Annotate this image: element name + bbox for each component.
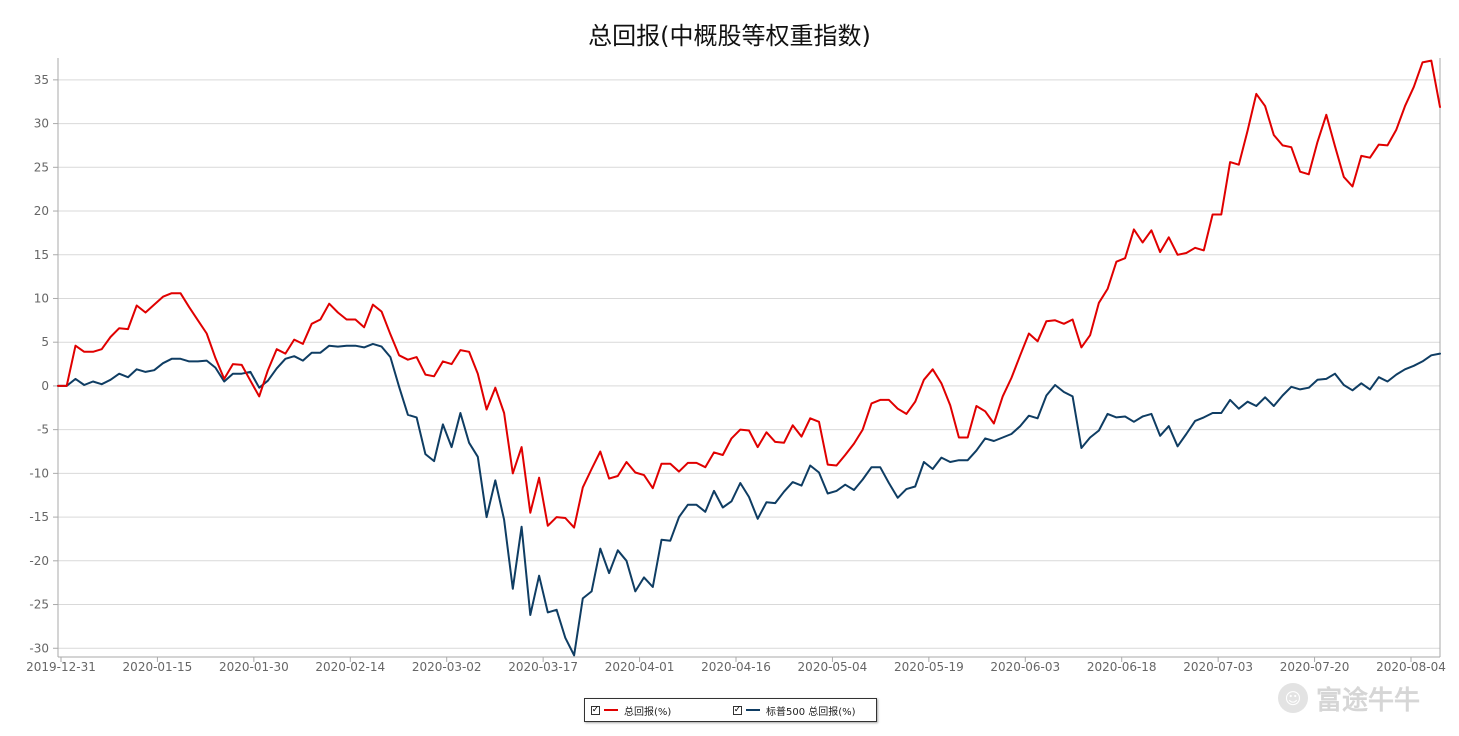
y-tick-label: 0 — [41, 379, 49, 393]
x-tick-label: 2020-01-30 — [219, 660, 289, 674]
legend-label-sp500-total-return: 标普500 总回报(%) — [766, 706, 856, 718]
legend-checkbox-total-return[interactable]: ✓ — [591, 704, 600, 715]
y-tick-label: -5 — [37, 423, 49, 437]
y-tick-label: 5 — [41, 335, 49, 349]
x-tick-label: 2020-03-02 — [412, 660, 482, 674]
x-tick-label: 2020-07-20 — [1280, 660, 1350, 674]
x-tick-label: 2019-12-31 — [26, 660, 96, 674]
y-tick-label: 30 — [34, 117, 49, 131]
legend-item-sp500-total-return[interactable]: ✓ 标普500 总回报(%) — [733, 699, 856, 721]
x-tick-label: 2020-06-18 — [1087, 660, 1157, 674]
x-tick-label: 2020-04-16 — [701, 660, 771, 674]
watermark: ☺ 富途牛牛 — [1278, 680, 1420, 716]
chart-title: 总回报(中概股等权重指数) — [588, 22, 871, 50]
watermark-text: 富途牛牛 — [1316, 685, 1421, 716]
x-tick-label: 2020-05-04 — [798, 660, 868, 674]
y-tick-label: 10 — [34, 291, 49, 305]
gridlines — [58, 79, 1440, 649]
series-line-sp500-total-return — [57, 342, 1441, 657]
x-tick-label: 2020-01-15 — [123, 660, 193, 674]
y-tick-label: -15 — [29, 510, 49, 524]
y-tick-label: 25 — [34, 160, 49, 174]
legend-item-total-return[interactable]: ✓ 总回报(%) — [591, 699, 733, 721]
x-tick-label: 2020-08-04 — [1376, 660, 1446, 674]
futu-logo-icon: ☺ — [1278, 683, 1308, 713]
y-tick-label: -25 — [29, 598, 49, 612]
series-lines — [57, 59, 1441, 657]
x-tick-label: 2020-04-01 — [605, 660, 675, 674]
y-tick-label: 15 — [34, 248, 49, 262]
axes: 35 30 25 20 15 10 5 0 -5 -10 -15 -20 -25 -30 2019-12-3… — [26, 58, 1446, 674]
y-tick-label: -30 — [29, 641, 49, 655]
y-tick-label: -20 — [29, 554, 49, 568]
legend-swatch-total-return — [604, 709, 618, 711]
x-tick-label: 2020-06-03 — [990, 660, 1060, 674]
legend: ✓ 总回报(%) ✓ 标普500 总回报(%) — [584, 698, 877, 722]
x-tick-label: 2020-05-19 — [894, 660, 964, 674]
x-tick-label: 2020-02-14 — [315, 660, 385, 674]
legend-label-total-return: 总回报(%) — [624, 706, 672, 718]
x-tick-label: 2020-07-03 — [1183, 660, 1253, 674]
x-tick-label: 2020-03-17 — [508, 660, 578, 674]
legend-swatch-sp500-total-return — [746, 709, 760, 711]
y-tick-label: 20 — [34, 204, 49, 218]
series-line-total-return — [57, 59, 1441, 529]
y-tick-label: 35 — [34, 73, 49, 87]
legend-checkbox-sp500-total-return[interactable]: ✓ — [733, 704, 742, 715]
y-tick-label: -10 — [29, 466, 49, 480]
